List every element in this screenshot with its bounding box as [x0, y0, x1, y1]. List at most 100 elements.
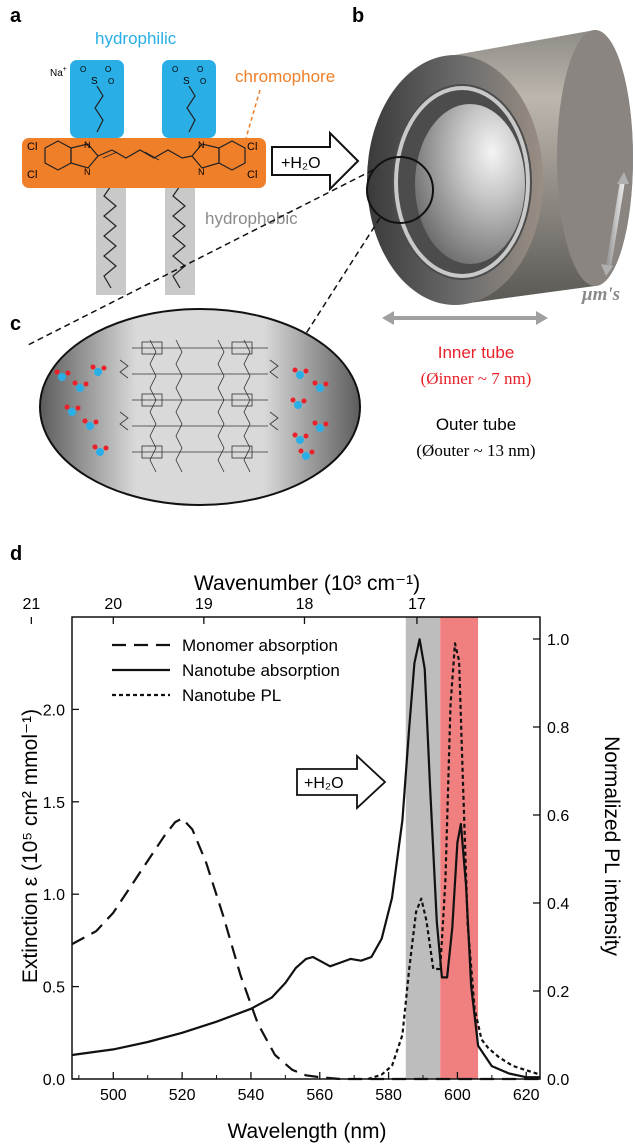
top-axis-label: Wavenumber (10³ cm⁻¹) [194, 572, 420, 595]
inner-tube-bore [415, 104, 525, 264]
diameter-arrowhead-right [536, 311, 548, 325]
sulfonate-linker-right [186, 85, 196, 133]
sulfur-atom-left: S [91, 76, 98, 87]
zoom-circle [366, 156, 434, 224]
outer-diameter-label: (Øouter ~ 13 nm) [416, 441, 535, 460]
sodium-ion: Na+ [50, 66, 67, 79]
top-tick-label-3: 18 [296, 596, 314, 613]
chromophore-region [22, 138, 266, 188]
inner-tube-label: Inner tube [438, 343, 515, 362]
y-axis-label: Extinction ε (10⁵ cm² mmol⁻¹) [19, 709, 42, 983]
chart-legend: Monomer absorption Nanotube absorption Nan… [112, 636, 340, 705]
bilayer-oval [39, 308, 361, 506]
water-molecules-right [290, 367, 329, 460]
y2-tick-label-4: 0.8 [547, 720, 569, 737]
x-axis-label: Wavelength (nm) [227, 1120, 386, 1143]
hydrophobic-region-left [96, 180, 126, 295]
legend-label-2: Nanotube PL [182, 686, 281, 705]
y-tick-label-1: 0.5 [43, 980, 65, 997]
diameter-arrowhead-left [382, 311, 394, 325]
spectra-chart: 500 520 540 560 580 600 620 0.0 0.5 1.0 1.5 2.0 0.0 0… [19, 572, 623, 1143]
chart-ticks: 500 520 540 560 580 600 620 0.0 0.5 1.0 1.5 2.0 0.0 0… [22, 596, 569, 1104]
chromophore-pointer [245, 89, 261, 139]
oxygen-atom-left-2: O [105, 65, 111, 74]
alkyl-chain-left [103, 185, 117, 289]
plot-frame [71, 616, 541, 1080]
y2-axis-label: Normalized PL intensity [600, 736, 623, 956]
panel-label-d: d [10, 543, 22, 565]
legend-label-1: Nanotube absorption [182, 661, 340, 680]
chlorine-atom-2: Cl [27, 169, 37, 181]
inner-diameter-label: (Øinner ~ 7 nm) [421, 369, 532, 388]
hydration-arrow: +H₂O [271, 130, 360, 192]
alkyl-chain-right [172, 185, 186, 289]
hydrophobic-region-right [165, 180, 195, 295]
inner-tube-wall [394, 86, 530, 278]
x-tick-label-2: 540 [238, 1087, 265, 1104]
nitrogen-atom-2: N [84, 167, 91, 177]
nitrogen-atom-3: N [198, 140, 205, 150]
hydrophobic-label: hydrophobic [205, 209, 298, 228]
outer-tube-label: Outer tube [436, 415, 516, 434]
oxygen-atom-right-3: O [200, 77, 206, 86]
x-tick-label-3: 560 [306, 1087, 333, 1104]
zoom-connector-bottom [297, 217, 381, 347]
y2-tick-label-5: 1.0 [547, 632, 569, 649]
y2-tick-label-0: 0.0 [547, 1072, 569, 1089]
oxygen-atom-left-1: O [80, 65, 86, 74]
y-tick-label-3: 1.5 [43, 795, 65, 812]
sulfonate-linker-left [94, 85, 104, 133]
length-scale-bar [605, 177, 626, 271]
hydrophilic-region-right [162, 60, 216, 138]
y2-tick-label-2: 0.4 [547, 896, 569, 913]
oxygen-atom-right-1: O [172, 65, 178, 74]
methine-chain [97, 149, 193, 159]
chart-annotation-label: +H₂O [304, 775, 344, 792]
bilayer-zoom [39, 308, 361, 506]
chlorine-atom-3: Cl [247, 141, 257, 153]
length-scale-arrowhead-bottom [601, 264, 613, 276]
x-tick-label-0: 500 [100, 1087, 127, 1104]
bilayer-molecules [119, 339, 279, 473]
oxygen-atom-right-2: O [197, 65, 203, 74]
series-line-2 [367, 642, 541, 1081]
legend-label-0: Monomer absorption [182, 636, 338, 655]
molecule-diagram: S S O O O O O O Na+ N N N N Cl Cl Cl Cl … [22, 29, 335, 295]
top-tick-label-4: 17 [408, 596, 426, 613]
sulfur-atom-right: S [183, 76, 190, 87]
y-tick-label-2: 1.0 [43, 887, 65, 904]
imidazole-ring-right [191, 143, 220, 169]
top-tick-label-1: 20 [104, 596, 122, 613]
panel-label-a: a [10, 5, 22, 27]
y-tick-label-0: 0.0 [43, 1072, 65, 1089]
hydrophilic-region-left [70, 60, 124, 138]
oxygen-atom-left-3: O [108, 77, 114, 86]
hydrophilic-label: hydrophilic [95, 29, 177, 48]
top-tick-label-2: 19 [195, 596, 213, 613]
length-unit-label: μm's [581, 284, 620, 305]
length-scale-arrowhead-top [617, 172, 629, 184]
tube-far-end [557, 30, 633, 286]
chart-hollow-arrow-icon [296, 753, 387, 811]
panel-label-c: c [10, 313, 21, 335]
chlorine-atom-4: Cl [247, 169, 257, 181]
hollow-arrow-icon [271, 130, 360, 192]
water-molecules-left [54, 364, 109, 456]
top-tick-label-0: 21 [22, 596, 40, 613]
spectral-band-0 [405, 617, 441, 1079]
y2-tick-label-1: 0.2 [547, 984, 569, 1001]
chart-bands [405, 617, 479, 1079]
x-tick-label-6: 620 [513, 1087, 540, 1104]
x-tick-label-5: 600 [444, 1087, 471, 1104]
nanotube-illustration: μm's [366, 30, 633, 325]
chart-hydration-arrow: +H₂O [296, 753, 387, 811]
chromophore-label: chromophore [235, 67, 335, 86]
x-tick-label-1: 520 [169, 1087, 196, 1104]
nitrogen-atom-4: N [198, 167, 205, 177]
x-tick-label-4: 580 [375, 1087, 402, 1104]
zoom-connector-top [27, 169, 374, 346]
chlorine-atom-1: Cl [27, 141, 37, 153]
imidazole-ring-left [70, 143, 99, 169]
panel-label-b: b [352, 5, 364, 27]
